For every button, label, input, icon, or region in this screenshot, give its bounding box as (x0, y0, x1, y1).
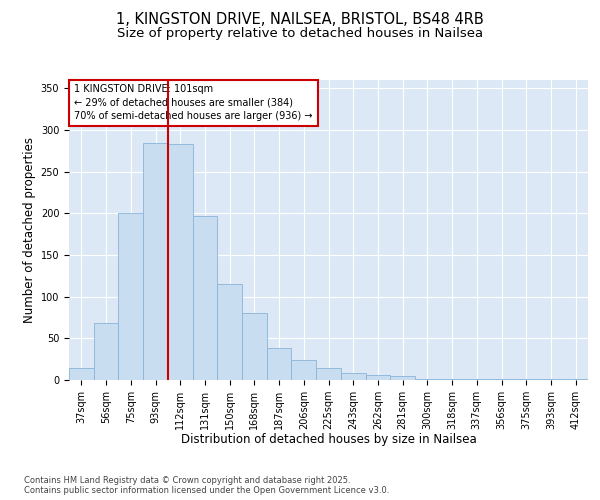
Bar (193, 216, 217, 380)
Bar (69, 368, 94, 380)
Bar (390, 376, 415, 380)
Bar (489, 379, 514, 380)
Bar (440, 379, 464, 380)
Bar (217, 284, 242, 380)
Text: 1, KINGSTON DRIVE, NAILSEA, BRISTOL, BS48 4RB: 1, KINGSTON DRIVE, NAILSEA, BRISTOL, BS4… (116, 12, 484, 28)
Y-axis label: Number of detached properties: Number of detached properties (23, 137, 37, 323)
Bar (365, 375, 390, 380)
Bar (415, 379, 440, 380)
Bar (464, 379, 489, 380)
Bar (292, 360, 316, 380)
Text: Size of property relative to detached houses in Nailsea: Size of property relative to detached ho… (117, 28, 483, 40)
Bar (539, 379, 563, 380)
Bar (242, 314, 267, 380)
Text: Contains HM Land Registry data © Crown copyright and database right 2025.
Contai: Contains HM Land Registry data © Crown c… (24, 476, 389, 495)
Bar (563, 379, 588, 380)
X-axis label: Distribution of detached houses by size in Nailsea: Distribution of detached houses by size … (181, 434, 476, 446)
Bar (341, 372, 365, 380)
Bar (118, 214, 143, 380)
Bar (267, 348, 292, 380)
Bar (94, 324, 118, 380)
Bar (514, 379, 539, 380)
Text: 1 KINGSTON DRIVE: 101sqm
← 29% of detached houses are smaller (384)
70% of semi-: 1 KINGSTON DRIVE: 101sqm ← 29% of detach… (74, 84, 313, 121)
Bar (168, 144, 193, 380)
Bar (143, 142, 168, 380)
Bar (316, 368, 341, 380)
